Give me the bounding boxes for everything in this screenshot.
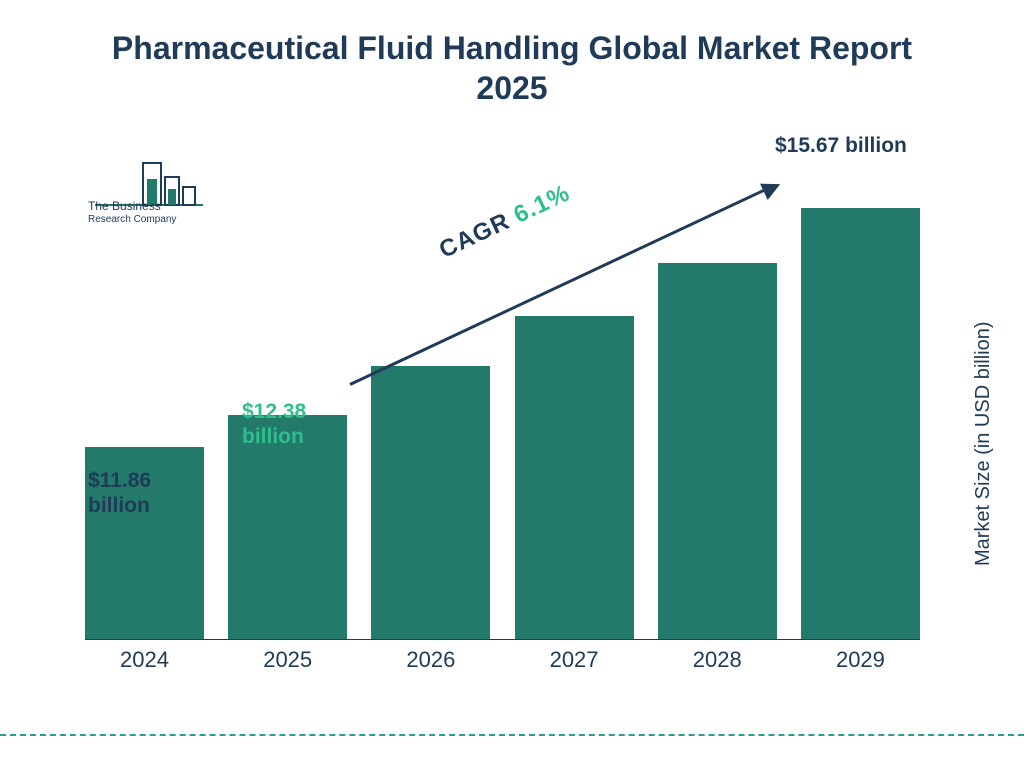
bar bbox=[658, 263, 777, 639]
x-tick-label: 2025 bbox=[228, 647, 347, 673]
bar-wrap: 2028 bbox=[658, 263, 777, 639]
x-tick-label: 2029 bbox=[801, 647, 920, 673]
chart-area: 202420252026202720282029 bbox=[85, 170, 920, 680]
x-tick-label: 2026 bbox=[371, 647, 490, 673]
bar bbox=[515, 316, 634, 639]
x-tick-label: 2027 bbox=[515, 647, 634, 673]
bar-wrap: 2027 bbox=[515, 316, 634, 639]
x-tick-label: 2028 bbox=[658, 647, 777, 673]
bar-wrap: 2026 bbox=[371, 366, 490, 639]
bar-wrap: 2029 bbox=[801, 208, 920, 639]
value-annotation: $11.86billion bbox=[88, 468, 151, 518]
bar-container: 202420252026202720282029 bbox=[85, 170, 920, 640]
bottom-dashed-divider bbox=[0, 734, 1024, 736]
chart-title: Pharmaceutical Fluid Handling Global Mar… bbox=[0, 0, 1024, 108]
bar bbox=[371, 366, 490, 639]
bar bbox=[801, 208, 920, 639]
value-annotation: $12.38billion bbox=[242, 399, 306, 449]
y-axis-label: Market Size (in USD billion) bbox=[973, 322, 996, 567]
value-annotation: $15.67 billion bbox=[775, 133, 907, 158]
x-tick-label: 2024 bbox=[85, 647, 204, 673]
